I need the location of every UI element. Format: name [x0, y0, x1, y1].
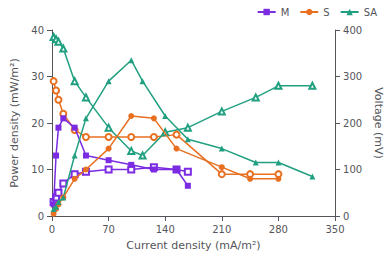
- svg-text:280: 280: [269, 224, 288, 235]
- svg-text:350: 350: [325, 224, 344, 235]
- svg-text:Power density (mW/m²): Power density (mW/m²): [8, 58, 21, 188]
- svg-text:40: 40: [31, 25, 44, 36]
- svg-text:Voltage (mV): Voltage (mV): [372, 87, 385, 159]
- svg-text:200: 200: [343, 118, 362, 129]
- svg-text:SA: SA: [364, 7, 378, 18]
- svg-text:70: 70: [102, 224, 115, 235]
- svg-text:M: M: [281, 7, 290, 18]
- svg-text:210: 210: [212, 224, 231, 235]
- svg-text:S: S: [323, 7, 329, 18]
- svg-text:0: 0: [38, 211, 44, 222]
- svg-text:10: 10: [31, 164, 44, 175]
- svg-text:300: 300: [343, 71, 362, 82]
- svg-text:140: 140: [156, 224, 175, 235]
- svg-text:100: 100: [343, 164, 362, 175]
- svg-text:400: 400: [343, 25, 362, 36]
- svg-text:0: 0: [343, 211, 349, 222]
- svg-text:Current density (mA/m²): Current density (mA/m²): [126, 239, 260, 252]
- svg-text:20: 20: [31, 118, 44, 129]
- svg-text:0: 0: [49, 224, 55, 235]
- svg-text:30: 30: [31, 71, 44, 82]
